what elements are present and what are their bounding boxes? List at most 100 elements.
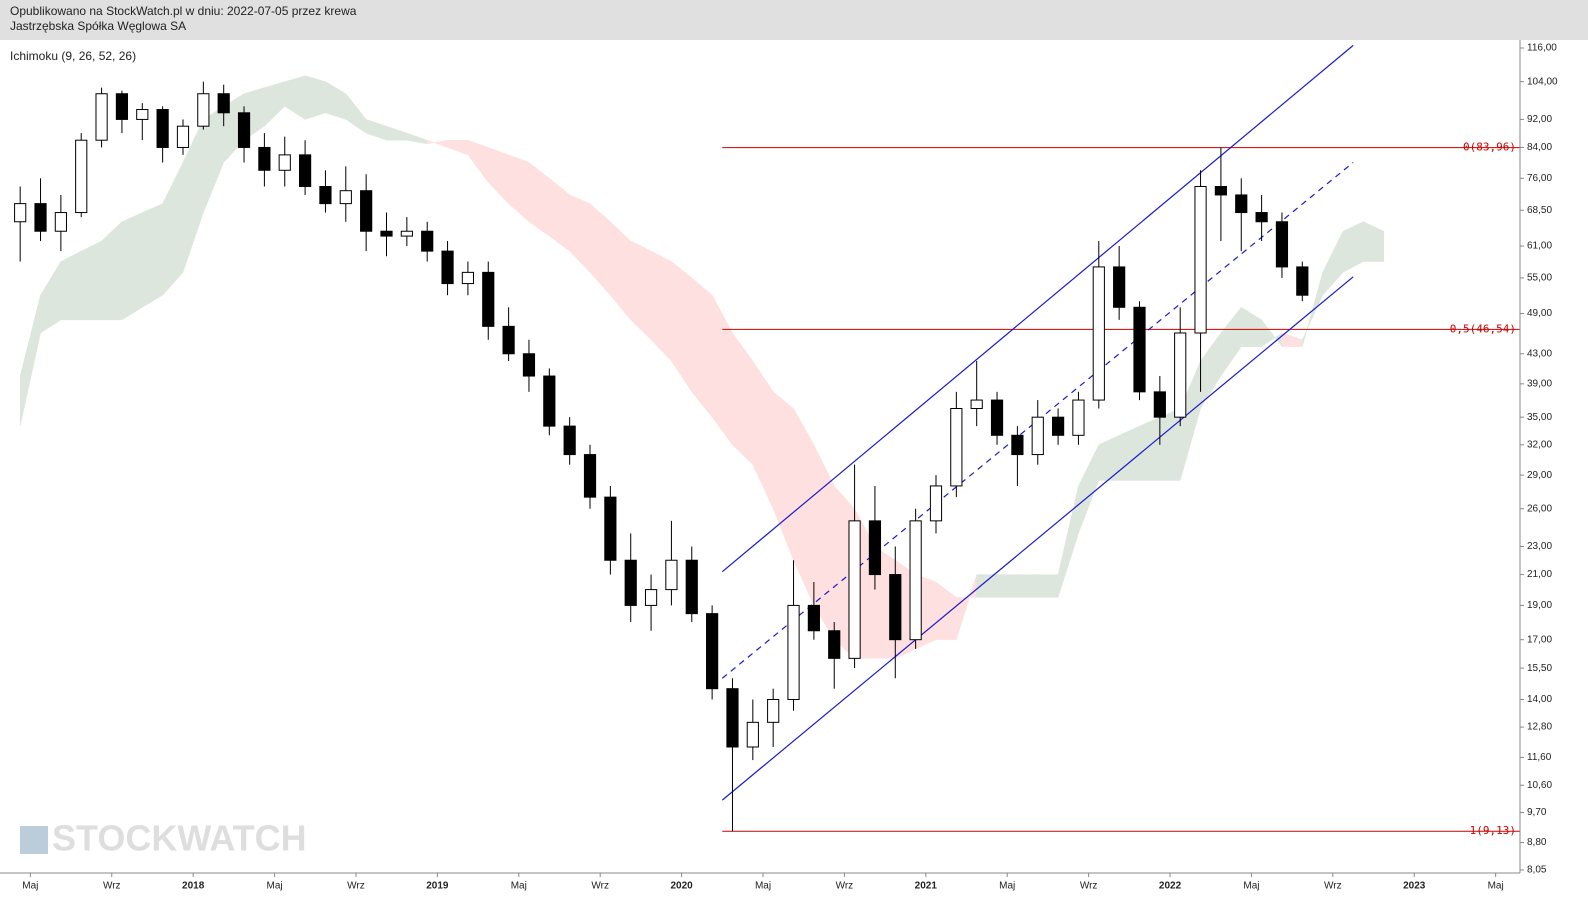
y-tick-label: 43,00: [1527, 348, 1552, 359]
x-tick-label: Wrz: [591, 881, 609, 892]
y-tick-label: 8,05: [1527, 865, 1547, 876]
candle-body: [726, 688, 739, 748]
candle-body: [115, 93, 129, 120]
candle-body: [522, 353, 536, 377]
x-tick-label: 2022: [1159, 881, 1182, 892]
candle-body: [1113, 266, 1126, 308]
x-tick-label: Wrz: [1324, 881, 1342, 892]
x-tick-label: Maj: [1243, 881, 1259, 892]
candle-body: [400, 230, 413, 237]
candle-body: [1072, 399, 1085, 436]
y-tick-label: 21,00: [1527, 569, 1552, 580]
y-tick-label: 35,00: [1527, 412, 1552, 423]
candle-body: [970, 399, 983, 410]
candle-body: [685, 559, 698, 615]
cloud-segment: [264, 81, 285, 127]
cloud-segment: [80, 240, 102, 321]
y-tick-label: 49,00: [1527, 308, 1552, 319]
x-tick-label: Wrz: [836, 881, 854, 892]
candle-body: [176, 125, 190, 148]
candle-body: [889, 574, 902, 641]
header-instrument: Jastrzębska Spółka Węglowa SA: [10, 19, 186, 33]
candle-body: [421, 230, 434, 252]
x-tick-label: Maj: [999, 881, 1015, 892]
candle-body: [1011, 434, 1024, 456]
channel-line: [721, 44, 1354, 573]
y-tick-label: 26,00: [1527, 503, 1552, 514]
candle-body: [1255, 212, 1268, 223]
watermark-icon: [20, 826, 48, 854]
y-tick-label: 29,00: [1527, 470, 1552, 481]
candle-body: [644, 589, 658, 606]
fib-label: 0,5(46,54): [1450, 322, 1516, 335]
indicator-label: Ichimoku (9, 26, 52, 26): [10, 49, 136, 63]
cloud-segment: [793, 407, 815, 606]
candle-body: [75, 139, 88, 214]
cloud-segment: [426, 139, 448, 148]
cloud-segment: [40, 260, 62, 334]
cloud-segment: [304, 75, 326, 120]
candle-body: [665, 559, 678, 591]
candle-body: [14, 203, 27, 223]
candle-body: [360, 190, 373, 232]
candle-body: [339, 190, 352, 205]
cloud-segment: [1241, 306, 1262, 347]
y-tick-label: 68,50: [1527, 205, 1552, 216]
x-tick-label: Wrz: [1080, 881, 1098, 892]
y-tick-label: 55,00: [1527, 273, 1552, 284]
y-tick-label: 39,00: [1527, 378, 1552, 389]
y-tick-label: 92,00: [1527, 114, 1552, 125]
candle-body: [441, 250, 454, 285]
cloud-segment: [508, 154, 530, 223]
candle-body: [828, 630, 841, 659]
candle-body: [1153, 391, 1166, 418]
cloud-segment: [60, 250, 82, 321]
candle-body: [1051, 416, 1065, 436]
cloud-segment: [284, 75, 306, 120]
cloud-segment: [1220, 306, 1242, 377]
candle-body: [583, 454, 597, 498]
cloud-segment: [589, 203, 611, 296]
cloud-segment: [488, 147, 509, 205]
cloud-segment: [956, 574, 977, 640]
cloud-segment: [1342, 221, 1364, 273]
candle-body: [482, 271, 495, 327]
fib-label: 1(9,13): [1470, 824, 1516, 837]
candle-body: [1174, 332, 1187, 418]
candle-body: [461, 271, 475, 285]
cloud-segment: [671, 261, 693, 393]
y-tick-label: 61,00: [1527, 241, 1552, 252]
x-tick-label: Maj: [22, 881, 38, 892]
candle-body: [787, 604, 800, 700]
candle-body: [767, 698, 780, 723]
x-tick-label: Maj: [267, 881, 283, 892]
y-tick-label: 9,70: [1527, 807, 1547, 818]
y-tick-label: 116,00: [1527, 43, 1557, 54]
y-tick-label: 17,00: [1527, 634, 1552, 645]
cloud-segment: [19, 295, 41, 427]
cloud-segment: [325, 81, 347, 120]
cloud-segment: [365, 119, 387, 141]
candle-body: [1235, 194, 1248, 214]
x-tick-label: Wrz: [103, 881, 121, 892]
cloud-segment: [447, 139, 469, 156]
cloud-segment: [386, 125, 408, 141]
candle-body: [807, 604, 820, 632]
x-tick-label: Wrz: [347, 881, 365, 892]
cloud-segment: [996, 574, 1018, 598]
watermark: STOCKWATCH: [20, 818, 307, 859]
cloud-segment: [121, 212, 143, 321]
y-tick-label: 11,60: [1527, 752, 1552, 763]
cloud-segment: [1017, 574, 1038, 598]
cloud-segment: [732, 332, 754, 466]
x-tick-label: Maj: [1488, 881, 1504, 892]
x-tick-label: 2023: [1403, 881, 1426, 892]
cloud-segment: [569, 194, 591, 273]
channel-line: [721, 276, 1354, 801]
y-tick-label: 19,00: [1527, 600, 1552, 611]
cloud-segment: [1200, 332, 1222, 410]
candle-body: [34, 203, 47, 232]
candle-body: [1296, 266, 1309, 296]
y-tick-label: 14,00: [1527, 694, 1552, 705]
